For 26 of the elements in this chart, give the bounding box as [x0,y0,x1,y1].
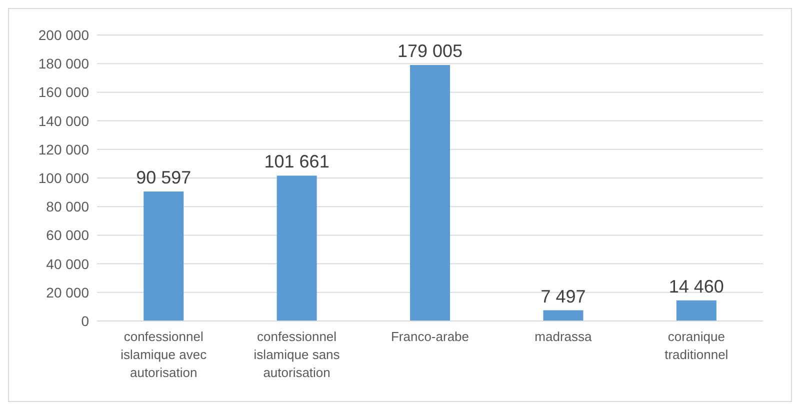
data-label: 7 497 [540,286,586,306]
bar [676,300,716,321]
y-tick-label: 20 000 [46,284,90,300]
y-tick-label: 200 000 [38,26,90,43]
x-tick-label: Franco-arabe [390,329,470,344]
data-label: 90 597 [136,167,192,188]
y-tick-label: 80 000 [46,198,90,215]
data-label: 14 460 [668,276,724,296]
data-label: 101 661 [264,152,330,172]
bar [276,176,317,321]
data-label: 179 005 [397,41,463,62]
y-tick-label: 100 000 [38,170,90,186]
y-tick-label: 140 000 [38,112,90,129]
y-tick-label: 60 000 [46,227,90,244]
y-tick-label: 180 000 [38,56,90,72]
y-tick-label: 120 000 [38,141,90,158]
x-tick-label: coranique traditionnel [664,329,728,362]
y-tick-label: 40 000 [46,256,90,272]
bar [144,191,184,321]
bar [543,310,584,321]
x-tick-label: confessionnel islamique sans autorisation [254,329,340,380]
bar [410,65,450,321]
x-tick-label: confessionnel islamique avec autorisation [120,329,208,380]
y-tick-label: 0 [81,312,90,329]
x-tick-label: madrassa [534,329,593,344]
y-tick-label: 160 000 [38,84,90,100]
